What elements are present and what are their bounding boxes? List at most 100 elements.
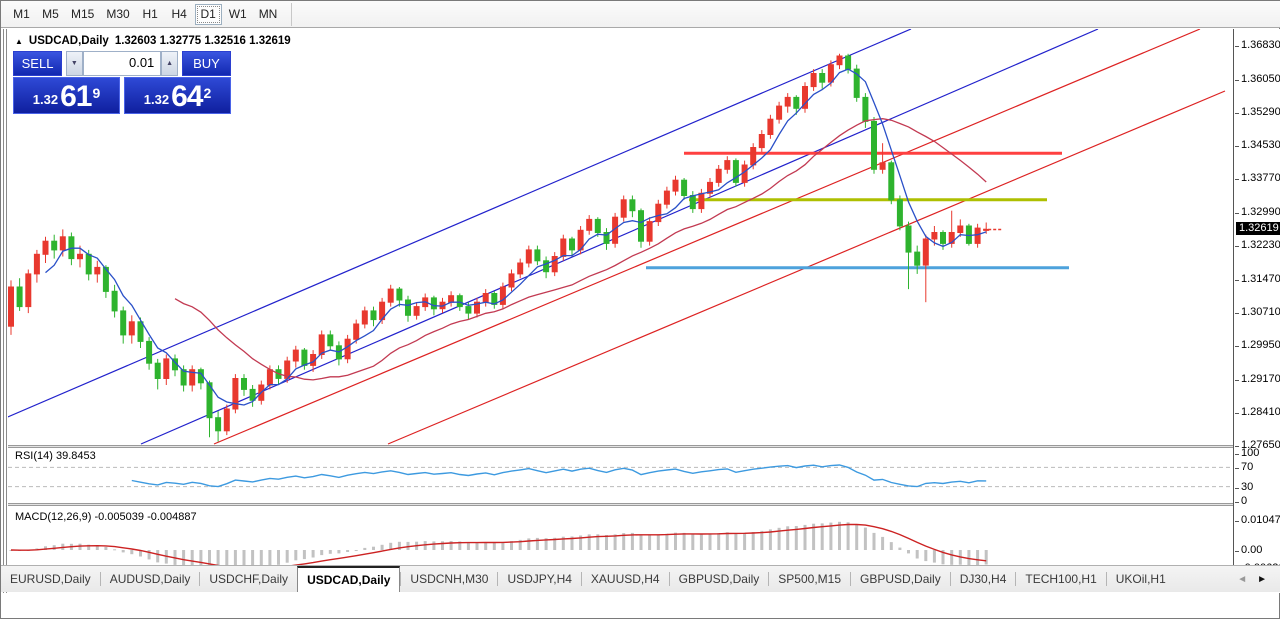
candles-layer	[8, 53, 990, 442]
buy-price-point: 2	[203, 85, 212, 101]
tab-divider	[99, 572, 101, 586]
price-axis-label: 1.36050	[1235, 73, 1280, 85]
timeframe-button-w1[interactable]: W1	[228, 6, 247, 21]
timeframe-button-m1[interactable]: M1	[13, 6, 30, 21]
volume-input[interactable]: 0.01	[82, 51, 162, 76]
tab-divider	[199, 572, 201, 586]
one-click-trading-widget: SELL ▼ 0.01 ▲ BUY 1.32 61 9 1.32 64 2	[13, 51, 231, 114]
macd-axis-label: 0.00	[1234, 544, 1263, 556]
chart-tab-usdchf-daily[interactable]: USDCHF,Daily	[209, 572, 289, 586]
timeframe-button-d1[interactable]: D1	[194, 3, 222, 25]
chart-tab-sp500-m15[interactable]: SP500,M15	[778, 572, 842, 586]
volume-increase-button[interactable]: ▲	[161, 51, 178, 76]
rsi-axis-label: 0	[1234, 495, 1248, 507]
chart-tab-usdcnh-m30[interactable]: USDCNH,M30	[410, 572, 489, 586]
timeframe-button-m5[interactable]: M5	[42, 6, 59, 21]
chart-tab-ukoil-h1[interactable]: UKOil,H1	[1115, 572, 1166, 586]
chart-symbol: USDCAD,Daily	[28, 35, 109, 47]
macd-label: MACD(12,26,9) -0.005039 -0.004887	[15, 511, 197, 523]
chart-tab-usdjpy-h4[interactable]: USDJPY,H4	[507, 572, 572, 586]
timeframe-toolbar: M1 M5 M15 M30 H1 H4 D1 W1 MN	[1, 1, 1280, 28]
rsi-indicator-pane[interactable]	[8, 448, 1233, 503]
buy-price-pips: 64	[171, 80, 203, 113]
tab-divider	[580, 572, 582, 586]
rsi-axis-label: 100	[1234, 447, 1260, 459]
blue-channel-lower[interactable]	[140, 29, 1099, 445]
pane-separator[interactable]	[8, 445, 1233, 448]
price-axis-label: 1.30710	[1235, 306, 1280, 318]
tab-divider	[497, 572, 499, 586]
tab-scroll-right-icon[interactable]: ►	[1257, 573, 1267, 585]
rsi-axis-label: 70	[1234, 461, 1254, 473]
chart-tab-bar: EURUSD,Daily AUDUSD,Daily USDCHF,Daily USDC…	[1, 565, 1280, 592]
tab-divider	[768, 572, 770, 586]
blue-channel-upper[interactable]	[8, 29, 912, 419]
chart-tab-gbpusd-daily[interactable]: GBPUSD,Daily	[860, 572, 941, 586]
toolbar-separator	[291, 2, 293, 26]
macd-indicator-pane[interactable]	[8, 508, 1233, 569]
macd-signal-line	[10, 523, 987, 569]
rsi-label: RSI(14) 39.8453	[15, 450, 96, 462]
macd-axis-label: 0.010474	[1235, 514, 1280, 526]
sell-button[interactable]: SELL	[13, 51, 63, 76]
price-axis-label: 1.28410	[1235, 406, 1280, 418]
buy-price-prefix: 1.32	[143, 92, 170, 107]
price-axis-label: 1.27650	[1235, 439, 1280, 451]
price-axis-label: 1.34530	[1235, 139, 1280, 151]
timeframe-button-h4[interactable]: H4	[171, 6, 187, 21]
volume-decrease-button[interactable]: ▼	[65, 51, 83, 76]
tab-scroll-arrows: ◄ ►	[1223, 566, 1280, 592]
price-axis-label: 1.29170	[1235, 373, 1280, 385]
chart-left-border	[6, 29, 7, 593]
chart-tab-eurusd-daily[interactable]: EURUSD,Daily	[10, 572, 91, 586]
chart-area[interactable]: ▲ USDCAD,Daily 1.32603 1.32775 1.32516 1…	[1, 29, 1280, 593]
timeframe-button-m30[interactable]: M30	[106, 6, 130, 21]
tab-divider	[1015, 572, 1017, 586]
current-price-label: 1.32619	[1236, 222, 1280, 235]
timeframe-button-h1[interactable]: H1	[142, 6, 158, 21]
chart-tab-tech100-h1[interactable]: TECH100,H1	[1025, 572, 1097, 586]
buy-button[interactable]: BUY	[181, 51, 231, 76]
macd-histogram	[9, 521, 988, 569]
tab-divider	[1105, 572, 1107, 586]
timeframe-button-m15[interactable]: M15	[71, 6, 95, 21]
pane-separator[interactable]	[8, 503, 1233, 506]
tab-divider	[850, 572, 852, 586]
chart-tab-audusd-daily[interactable]: AUDUSD,Daily	[109, 572, 191, 586]
timeframe-buttons: M1 M5 M15 M30 H1 H4 D1 W1 MN	[7, 3, 283, 25]
price-axis-label: 1.36830	[1235, 39, 1280, 51]
tab-scroll-left-icon[interactable]: ◄	[1237, 573, 1248, 585]
price-chart-pane[interactable]	[8, 29, 1233, 447]
price-axis-label: 1.29950	[1235, 339, 1280, 351]
tab-divider	[949, 572, 951, 586]
price-axis-label: 1.32230	[1235, 239, 1280, 251]
sell-price-prefix: 1.32	[32, 92, 59, 107]
red-channel-upper[interactable]	[213, 29, 1201, 445]
chart-tab-dj30-h4[interactable]: DJ30,H4	[959, 572, 1007, 586]
chart-tab-gbpusd-daily[interactable]: GBPUSD,Daily	[678, 572, 760, 586]
ma-fast-line	[45, 68, 987, 406]
collapse-marker-icon[interactable]: ▲	[15, 36, 23, 46]
rsi-axis-label: 30	[1234, 481, 1254, 493]
chart-ohlc: 1.32603 1.32775 1.32516 1.32619	[114, 35, 291, 47]
price-axis-label: 1.35290	[1235, 106, 1280, 118]
sell-price-point: 9	[92, 85, 101, 101]
tab-divider	[668, 572, 670, 586]
ma-slow-line	[174, 118, 987, 381]
chart-tab-xauusd-h4[interactable]: XAUUSD,H4	[590, 572, 660, 586]
window-left-edge	[3, 29, 4, 593]
price-axis-label: 1.31470	[1235, 273, 1280, 285]
price-axis[interactable]: 1.36830 1.36050 1.35290 1.34530 1.33770 1.329…	[1233, 29, 1280, 574]
rsi-line	[131, 464, 987, 488]
price-axis-label: 1.33770	[1235, 172, 1280, 184]
chart-title: ▲ USDCAD,Daily 1.32603 1.32775 1.32516 1…	[15, 35, 291, 47]
chart-tabs: EURUSD,Daily AUDUSD,Daily USDCHF,Daily USDC…	[1, 566, 1175, 592]
timeframe-button-mn[interactable]: MN	[258, 6, 278, 21]
sell-price-panel[interactable]: 1.32 61 9	[13, 77, 120, 114]
sell-price-pips: 61	[60, 80, 92, 113]
chart-tab-usdcad-daily[interactable]: USDCAD,Daily	[297, 566, 401, 592]
price-axis-label: 1.32990	[1235, 206, 1280, 218]
tab-divider	[400, 572, 402, 586]
buy-price-panel[interactable]: 1.32 64 2	[124, 77, 231, 114]
